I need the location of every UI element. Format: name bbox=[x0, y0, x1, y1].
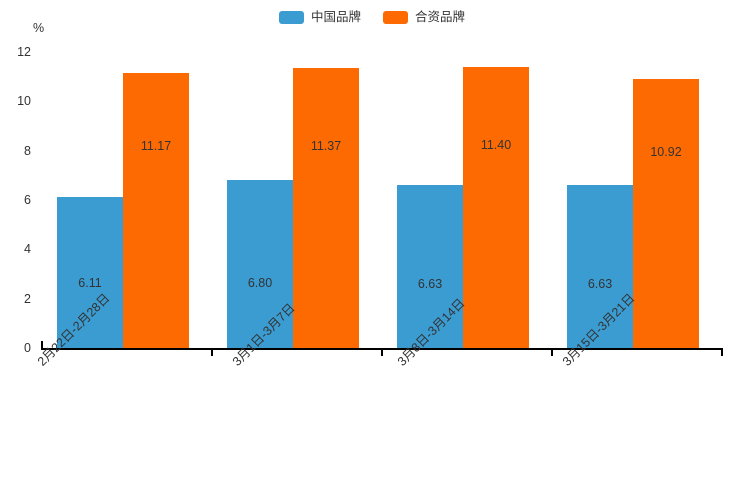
bar-joint-venture-brand-3[interactable]: 10.92 bbox=[633, 78, 699, 348]
bar-china-brand-2[interactable]: 6.63 bbox=[397, 184, 463, 348]
y-axis-unit-label: % bbox=[33, 21, 45, 35]
legend-swatch-china-brand bbox=[278, 11, 304, 24]
bar-china-brand-3[interactable]: 6.63 bbox=[567, 184, 633, 348]
legend-item-china-brand[interactable]: 中国品牌 bbox=[278, 10, 361, 25]
bar-china-brand-1[interactable]: 6.80 bbox=[227, 180, 293, 348]
bar-value-china-brand-1: 6.80 bbox=[247, 276, 273, 291]
bar-joint-venture-brand-0[interactable]: 11.17 bbox=[123, 72, 189, 348]
chart-legend: 中国品牌 合资品牌 bbox=[0, 11, 744, 24]
x-axis-end-tick bbox=[721, 348, 723, 356]
legend-label-joint-venture-brand: 合资品牌 bbox=[415, 10, 466, 25]
y-tick-2: 2 bbox=[24, 291, 31, 306]
x-axis-start-tick bbox=[41, 341, 43, 349]
y-tick-12: 12 bbox=[17, 45, 31, 59]
bar-value-joint-venture-brand-0: 11.17 bbox=[140, 138, 172, 153]
bar-value-china-brand-0: 6.11 bbox=[78, 276, 102, 291]
bar-value-china-brand-2: 6.63 bbox=[417, 276, 443, 291]
legend-swatch-joint-venture-brand bbox=[383, 11, 408, 24]
legend-item-joint-venture-brand[interactable]: 合资品牌 bbox=[383, 11, 465, 24]
y-tick-0: 0 bbox=[24, 341, 31, 355]
bar-value-joint-venture-brand-1: 11.37 bbox=[310, 138, 342, 153]
legend-label-china-brand: 中国品牌 bbox=[310, 10, 361, 25]
bar-china-brand-0[interactable]: 6.11 bbox=[57, 197, 123, 348]
bar-value-china-brand-3: 6.63 bbox=[587, 276, 613, 291]
y-tick-8: 8 bbox=[24, 143, 31, 158]
bar-joint-venture-brand-1[interactable]: 11.37 bbox=[293, 67, 359, 348]
bar-value-joint-venture-brand-3: 10.92 bbox=[650, 144, 682, 159]
y-tick-4: 4 bbox=[24, 242, 31, 257]
x-axis-category-tick-2 bbox=[381, 348, 383, 356]
x-axis-category-tick-1 bbox=[211, 348, 213, 356]
x-axis-category-tick-3 bbox=[551, 348, 553, 356]
bar-value-joint-venture-brand-2: 11.40 bbox=[480, 137, 512, 152]
bar-joint-venture-brand-2[interactable]: 11.40 bbox=[463, 66, 529, 348]
plot-area: 12 10 8 6 4 2 0 6.11 11.17 6.80 11.37 6.… bbox=[17, 45, 723, 355]
y-tick-10: 10 bbox=[17, 94, 31, 109]
y-tick-6: 6 bbox=[24, 193, 31, 207]
